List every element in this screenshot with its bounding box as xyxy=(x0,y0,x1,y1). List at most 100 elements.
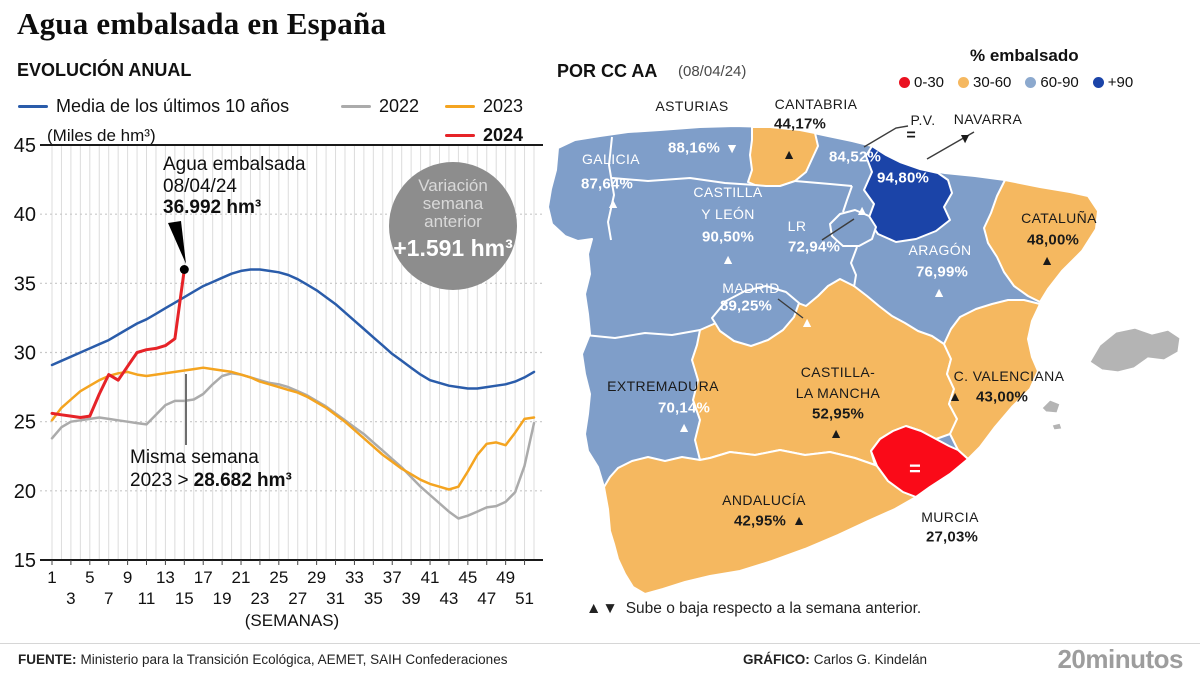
same-week-value: 28.682 hm³ xyxy=(193,470,292,491)
bin-color-dot xyxy=(1025,77,1037,88)
region-value-andalucia: 42,95% xyxy=(733,512,787,530)
region-trend-up-cantabria: ▲ xyxy=(782,146,796,162)
map-legend-bins: 0-30 30-60 60-90 +90 xyxy=(899,74,1133,91)
variation-badge: Variación semana anterior +1.591 hm³ xyxy=(389,162,517,290)
region-label-andalucia: ANDALUCÍA xyxy=(722,492,806,508)
same-week-line2: 2023 >28.682 hm³ xyxy=(130,469,292,492)
region-label-madrid: MADRID xyxy=(722,280,780,296)
annotation-current: Agua embalsada 08/04/24 36.992 hm³ xyxy=(163,154,306,219)
region-trend-up-lr: ▲ xyxy=(855,202,869,218)
page-title: Agua embalsada en España xyxy=(17,6,387,41)
region-trend-equal-murcia: = xyxy=(909,458,921,481)
chart-title: EVOLUCIÓN ANUAL xyxy=(17,60,192,80)
region-trend-up-galicia: ▲ xyxy=(606,195,620,211)
bin-label: +90 xyxy=(1107,74,1134,91)
region-label-clm: CASTILLA- xyxy=(800,364,876,380)
legend-swatch xyxy=(445,104,475,109)
legend-label: 2022 xyxy=(379,96,420,116)
publication-logo: 20minutos xyxy=(1057,644,1183,674)
legend-swatch xyxy=(341,104,371,109)
region-trend-up-aragon: ▲ xyxy=(932,284,946,300)
region-value-cantabria: 44,17% xyxy=(773,115,827,133)
graphic-credit: GRÁFICO: Carlos G. Kindelán xyxy=(743,652,927,667)
region-label-murcia: MURCIA xyxy=(921,509,979,525)
region-label-valenciana: C. VALENCIANA xyxy=(953,368,1065,384)
map-legend-title: % embalsado xyxy=(970,46,1079,65)
region-label-galicia: GALICIA xyxy=(581,151,641,167)
legend-label: 2024 xyxy=(483,125,524,145)
region-value-clm: 52,95% xyxy=(811,405,865,423)
badge-line1: Variación xyxy=(418,176,488,195)
map-note-text: Sube o baja respecto a la semana anterio… xyxy=(625,600,922,617)
legend-swatch xyxy=(18,104,48,109)
region-value-murcia: 27,03% xyxy=(925,528,979,546)
legend-bin-60-90: 60-90 xyxy=(1025,74,1079,91)
up-down-triangles-icon: ▲▼ xyxy=(586,600,619,617)
region-trend-up-madrid: ▲ xyxy=(800,314,814,330)
bin-label: 30-60 xyxy=(973,74,1012,91)
bin-label: 0-30 xyxy=(914,74,945,91)
region-value-cyl: 90,50% xyxy=(701,228,755,246)
annotation-current-value: 36.992 hm³ xyxy=(163,197,262,218)
region-label-navarra: NAVARRA xyxy=(953,111,1023,127)
bin-label: 60-90 xyxy=(1040,74,1079,91)
region-label-cataluna: CATALUÑA xyxy=(1021,210,1097,226)
region-label-clm-line2: LA MANCHA xyxy=(795,385,881,401)
region-value-aragon: 76,99% xyxy=(915,263,969,281)
region-value-extremadura: 70,14% xyxy=(657,399,711,417)
region-trend-equal-pv: = xyxy=(906,127,916,144)
region-label-pv: P.V. xyxy=(910,112,936,128)
region-label-cantabria: CANTABRIA xyxy=(774,96,858,112)
badge-value: +1.591 hm³ xyxy=(393,235,513,261)
region-trend-up-cyl: ▲ xyxy=(721,251,735,267)
legend-item-2022: 2022 xyxy=(341,96,419,117)
region-trend-down-asturias: ▼ xyxy=(725,140,739,156)
source-credit: FUENTE: Ministerio para la Transición Eco… xyxy=(18,652,507,667)
footer-divider xyxy=(0,643,1200,644)
region-value-valenciana: 43,00% xyxy=(975,388,1029,406)
region-label-extremadura: EXTREMADURA xyxy=(607,378,719,394)
same-week-prefix: 2023 > xyxy=(130,470,189,491)
legend-swatch xyxy=(445,133,475,138)
bin-color-dot xyxy=(958,77,970,88)
region-label-lr: LR xyxy=(787,218,807,234)
bin-color-dot xyxy=(899,77,910,88)
legend-item-media-10y: Media de los últimos 10 años xyxy=(18,96,289,117)
map-date: (08/04/24) xyxy=(678,63,747,80)
region-trend-up-cataluna: ▲ xyxy=(1040,252,1054,268)
legend-bin-30-60: 30-60 xyxy=(958,74,1011,91)
region-trend-up-andalucia: ▲ xyxy=(792,512,806,528)
badge-line2: semana xyxy=(422,194,484,213)
legend-bin-+90: +90 xyxy=(1092,74,1134,91)
legend-bin-0-30: 0-30 xyxy=(899,74,944,91)
map-title: POR CC AA xyxy=(557,61,658,81)
annotation-current-line1: Agua embalsada xyxy=(163,154,306,175)
bin-color-dot xyxy=(1092,77,1104,88)
region-value-cataluna: 48,00% xyxy=(1026,231,1080,249)
region-trend-down-navarra: ▼ xyxy=(958,130,972,146)
region-trend-up-extremadura: ▲ xyxy=(677,419,691,435)
legend-item-2023: 2023 xyxy=(445,96,523,117)
graphic-label: GRÁFICO: xyxy=(743,652,810,667)
region-label-asturias: ASTURIAS xyxy=(655,98,729,114)
graphic-author: Carlos G. Kindelán xyxy=(813,652,928,667)
annotation-current-date: 08/04/24 xyxy=(163,175,237,197)
region-value-pv: 84,52% xyxy=(828,148,882,166)
badge-line3: anterior xyxy=(424,212,482,231)
region-value-lr: 72,94% xyxy=(787,238,841,256)
map-note: ▲▼ Sube o baja respecto a la semana anter… xyxy=(586,600,921,618)
region-label-cyl-line2: Y LEÓN xyxy=(701,206,755,222)
region-value-navarra: 94,80% xyxy=(876,169,930,187)
source-text: Ministerio para la Transición Ecológica,… xyxy=(80,652,508,667)
region-trend-up-valenciana: ▲ xyxy=(948,388,962,404)
legend-label: 2023 xyxy=(483,96,524,116)
legend-item-2024: 2024 xyxy=(445,125,523,146)
region-trend-up-clm: ▲ xyxy=(829,425,843,441)
same-week-line1: Misma semana xyxy=(130,447,259,468)
region-value-asturias: 88,16% xyxy=(667,139,721,157)
source-label: FUENTE: xyxy=(18,652,77,667)
region-value-galicia: 87,64% xyxy=(580,175,634,193)
region-label-aragon: ARAGÓN xyxy=(908,242,972,258)
